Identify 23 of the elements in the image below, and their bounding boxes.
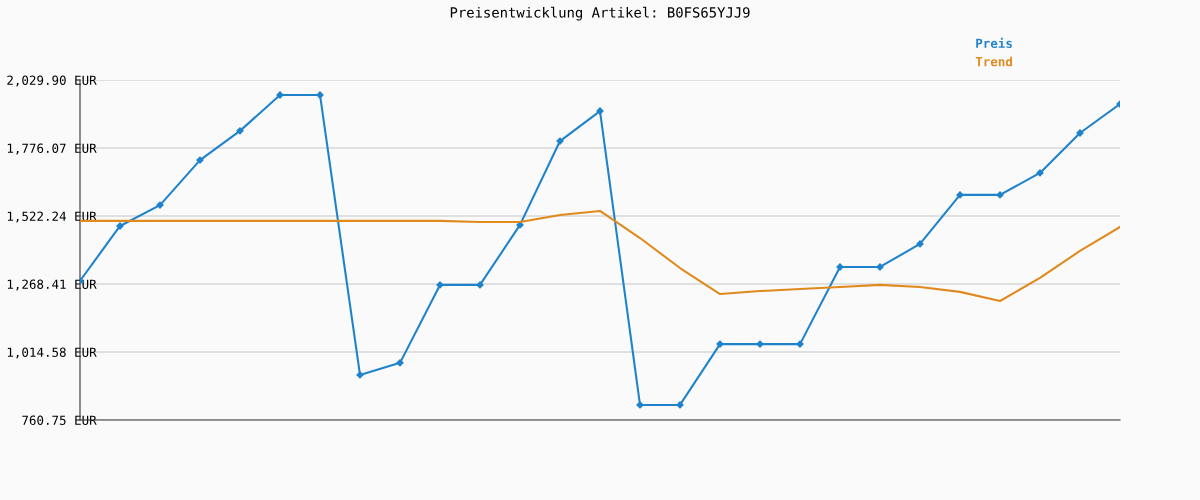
point	[1036, 169, 1044, 177]
y-tick-label: 1,776.07 EUR	[7, 143, 97, 155]
point	[716, 340, 724, 348]
y-tick-label: 1,268.41 EUR	[7, 279, 97, 291]
point	[156, 201, 164, 209]
y-tick-label: 2,029.90 EUR	[7, 75, 97, 87]
point	[396, 359, 404, 367]
point	[236, 127, 244, 135]
point	[796, 340, 804, 348]
point	[636, 401, 644, 409]
y-tick-label: 1,014.58 EUR	[7, 347, 97, 359]
chart-title: Preisentwicklung Artikel: B0FS65YJJ9	[450, 6, 750, 21]
point	[676, 401, 684, 409]
point	[476, 281, 484, 289]
point	[356, 371, 364, 379]
text: Trend	[975, 56, 1012, 67]
y-tick-label: 760.75 EUR	[22, 415, 97, 425]
point	[436, 281, 444, 289]
point	[956, 191, 964, 199]
point	[916, 240, 924, 248]
point	[996, 191, 1004, 199]
text: Preis	[976, 37, 1012, 48]
point	[756, 340, 764, 348]
